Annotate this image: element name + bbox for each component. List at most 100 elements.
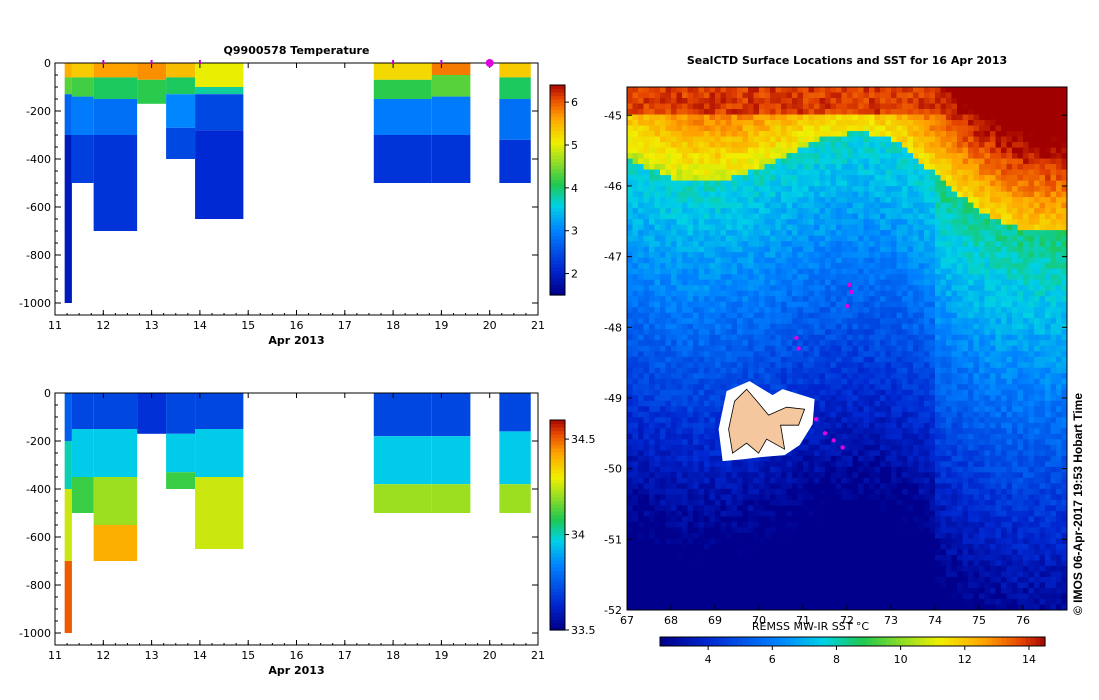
sst-cell	[1050, 213, 1057, 220]
sst-cell	[918, 252, 925, 259]
sst-cell	[748, 274, 754, 281]
sst-cell	[973, 98, 980, 105]
sst-cell	[726, 378, 732, 385]
sst-cell	[676, 356, 683, 363]
sst-cell	[1012, 301, 1018, 308]
sst-cell	[979, 219, 985, 226]
sst-cell	[1045, 241, 1051, 248]
sst-cell	[753, 98, 760, 105]
sst-cell	[918, 98, 925, 105]
sst-cell	[693, 340, 699, 347]
profile-cell	[64, 135, 72, 303]
sst-cell	[874, 395, 881, 402]
sst-cell	[847, 153, 853, 160]
sst-cell	[1061, 147, 1068, 154]
profile-cell	[137, 393, 167, 434]
sst-cell	[638, 213, 644, 220]
sst-cell	[957, 125, 963, 132]
sst-cell	[825, 219, 831, 226]
sst-cell	[841, 191, 848, 198]
sst-cell	[918, 307, 925, 314]
sst-cell	[830, 290, 837, 297]
sst-cell	[995, 274, 1002, 281]
sst-cell	[715, 153, 721, 160]
sst-cell	[1061, 175, 1068, 182]
sst-cell	[1006, 186, 1013, 193]
sst-cell	[951, 345, 958, 352]
sst-cell	[929, 136, 936, 143]
sst-cell	[819, 296, 826, 303]
sst-cell	[968, 301, 974, 308]
sst-cell	[704, 136, 710, 143]
sst-cell	[698, 312, 705, 319]
sst-cell	[951, 158, 958, 165]
sst-cell	[1039, 356, 1046, 363]
sst-cell	[698, 252, 705, 259]
sst-cell	[962, 230, 969, 237]
sst-cell	[979, 202, 985, 209]
sst-cell	[715, 246, 721, 253]
sst-cell	[715, 279, 721, 286]
sst-cell	[1061, 169, 1068, 176]
sst-cell	[781, 312, 787, 319]
sst-cell	[1001, 109, 1007, 116]
sst-cell	[1050, 131, 1057, 138]
sst-cell	[792, 257, 798, 264]
sst-cell	[687, 290, 694, 297]
x-tick-label: 17	[338, 649, 352, 662]
sst-cell	[1006, 268, 1013, 275]
sst-cell	[852, 290, 859, 297]
sst-cell	[957, 147, 963, 154]
sst-cell	[1050, 169, 1057, 176]
sst-cell	[847, 213, 853, 220]
sst-cell	[1045, 92, 1051, 99]
sst-cell	[869, 202, 875, 209]
sst-cell	[913, 334, 919, 341]
sst-cell	[786, 186, 793, 193]
sst-cell	[819, 389, 826, 396]
sst-cell	[819, 87, 826, 94]
sst-cell	[632, 301, 639, 308]
sst-cell	[1061, 103, 1068, 110]
sst-cell	[627, 114, 633, 121]
sst-cell	[1050, 378, 1057, 385]
sst-cell	[654, 252, 661, 259]
sst-cell	[797, 334, 804, 341]
sst-cell	[1034, 235, 1040, 242]
sst-cell	[632, 175, 639, 182]
sst-cell	[638, 180, 644, 187]
sst-cell	[1012, 219, 1018, 226]
sst-cell	[1050, 367, 1057, 374]
sst-cell	[880, 323, 886, 330]
sst-cell	[847, 98, 853, 105]
sst-cell	[841, 395, 848, 402]
sst-cell	[792, 323, 798, 330]
sst-cell	[715, 169, 721, 176]
sst-cell	[957, 114, 963, 121]
sst-cell	[1012, 213, 1018, 220]
sst-cell	[1039, 351, 1046, 358]
sst-cell	[638, 351, 644, 358]
sst-cell	[726, 246, 732, 253]
sst-cell	[841, 285, 848, 292]
sst-cell	[957, 202, 963, 209]
sst-cell	[1039, 120, 1046, 127]
sst-cell	[682, 241, 688, 248]
sst-cell	[968, 98, 974, 105]
sst-cell	[709, 290, 716, 297]
sst-cell	[880, 235, 886, 242]
sst-cell	[946, 263, 952, 270]
sst-cell	[863, 125, 870, 132]
sst-cell	[858, 296, 864, 303]
sst-cell	[896, 103, 903, 110]
sst-cell	[709, 356, 716, 363]
sst-cell	[638, 384, 644, 391]
sst-cell	[1045, 208, 1051, 215]
sst-cell	[1017, 197, 1024, 204]
sst-cell	[627, 252, 633, 259]
sst-cell	[935, 389, 941, 396]
sst-cell	[1006, 246, 1013, 253]
sst-cell	[940, 208, 947, 215]
sst-cell	[869, 246, 875, 253]
sst-cell	[847, 197, 853, 204]
